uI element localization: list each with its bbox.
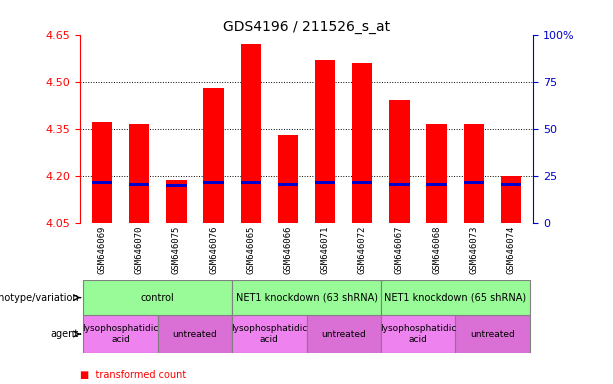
Bar: [389, 101, 409, 223]
Bar: [83, 315, 158, 353]
Text: GSM646076: GSM646076: [209, 225, 218, 274]
Text: agent: agent: [51, 329, 79, 339]
Bar: [315, 60, 335, 223]
Text: GSM646065: GSM646065: [246, 225, 255, 274]
Bar: [501, 183, 521, 186]
Bar: [166, 180, 186, 223]
Bar: [501, 176, 521, 223]
Text: lysophosphatidic
acid: lysophosphatidic acid: [380, 324, 456, 344]
Bar: [232, 280, 381, 315]
Text: GSM646075: GSM646075: [172, 225, 181, 274]
Text: untreated: untreated: [470, 329, 515, 339]
Text: lysophosphatidic
acid: lysophosphatidic acid: [231, 324, 308, 344]
Text: NET1 knockdown (63 shRNA): NET1 knockdown (63 shRNA): [235, 293, 378, 303]
Text: GSM646072: GSM646072: [358, 225, 367, 274]
Bar: [232, 315, 306, 353]
Text: GSM646067: GSM646067: [395, 225, 404, 274]
Text: GSM646074: GSM646074: [506, 225, 516, 274]
Text: untreated: untreated: [321, 329, 366, 339]
Bar: [129, 183, 150, 186]
Bar: [83, 280, 232, 315]
Bar: [352, 181, 373, 184]
Bar: [204, 88, 224, 223]
Bar: [463, 124, 484, 223]
Text: NET1 knockdown (65 shRNA): NET1 knockdown (65 shRNA): [384, 293, 527, 303]
Text: lysophosphatidic
acid: lysophosphatidic acid: [82, 324, 159, 344]
Bar: [455, 315, 530, 353]
Bar: [381, 315, 455, 353]
Bar: [240, 44, 261, 223]
Bar: [129, 124, 150, 223]
Text: GSM646069: GSM646069: [97, 225, 107, 274]
Title: GDS4196 / 211526_s_at: GDS4196 / 211526_s_at: [223, 20, 390, 33]
Bar: [427, 124, 447, 223]
Text: GSM646070: GSM646070: [135, 225, 143, 274]
Bar: [204, 181, 224, 184]
Bar: [240, 181, 261, 184]
Bar: [306, 315, 381, 353]
Bar: [92, 181, 112, 184]
Bar: [92, 122, 112, 223]
Bar: [278, 183, 298, 186]
Text: GSM646068: GSM646068: [432, 225, 441, 274]
Text: untreated: untreated: [173, 329, 218, 339]
Bar: [166, 184, 186, 187]
Text: GSM646073: GSM646073: [470, 225, 478, 274]
Bar: [278, 135, 298, 223]
Bar: [427, 183, 447, 186]
Bar: [315, 181, 335, 184]
Text: GSM646066: GSM646066: [283, 225, 292, 274]
Bar: [389, 183, 409, 186]
Bar: [381, 280, 530, 315]
Text: genotype/variation: genotype/variation: [0, 293, 79, 303]
Text: GSM646071: GSM646071: [321, 225, 330, 274]
Text: ■  transformed count: ■ transformed count: [80, 370, 186, 380]
Text: control: control: [141, 293, 175, 303]
Bar: [463, 181, 484, 184]
Bar: [158, 315, 232, 353]
Bar: [352, 63, 373, 223]
